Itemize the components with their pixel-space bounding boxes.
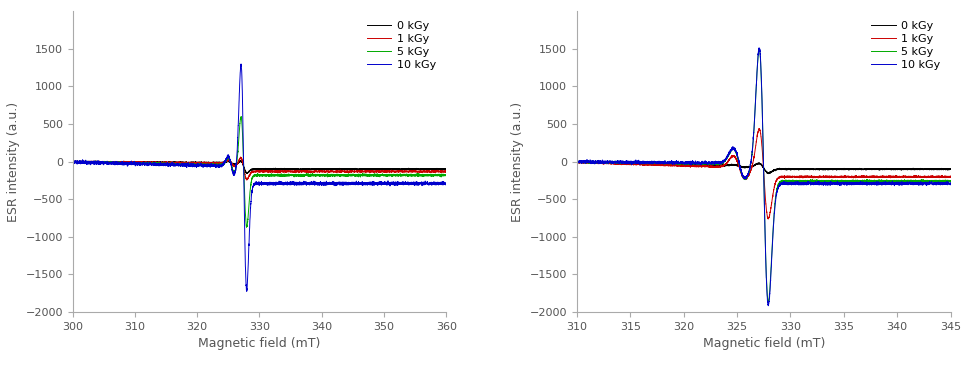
- 5 kGy: [235, 114, 247, 119]
- 5 kGy: [374, 173, 385, 177]
- 0 kGy: [571, 160, 583, 164]
- 10 kGy: [763, 303, 774, 308]
- 5 kGy: [291, 173, 303, 177]
- 10 kGy: [235, 62, 247, 67]
- 10 kGy: [67, 159, 78, 163]
- 10 kGy: [374, 181, 385, 186]
- 10 kGy: [571, 159, 583, 163]
- 5 kGy: [754, 46, 766, 51]
- 1 kGy: [814, 174, 826, 179]
- Line: 10 kGy: 10 kGy: [73, 64, 446, 291]
- 10 kGy: [945, 181, 956, 185]
- 1 kGy: [67, 160, 78, 165]
- 0 kGy: [374, 167, 385, 172]
- 1 kGy: [879, 174, 891, 179]
- Line: 1 kGy: 1 kGy: [577, 129, 951, 219]
- 1 kGy: [310, 169, 321, 173]
- Line: 0 kGy: 0 kGy: [73, 161, 446, 173]
- 10 kGy: [879, 181, 891, 186]
- 5 kGy: [714, 162, 726, 166]
- 10 kGy: [753, 45, 765, 50]
- 1 kGy: [753, 127, 765, 131]
- 1 kGy: [796, 174, 807, 179]
- 1 kGy: [241, 178, 253, 182]
- 0 kGy: [714, 163, 726, 168]
- 5 kGy: [310, 173, 321, 177]
- 5 kGy: [796, 179, 807, 183]
- 10 kGy: [639, 161, 650, 166]
- 0 kGy: [440, 167, 452, 171]
- 1 kGy: [571, 161, 583, 165]
- 1 kGy: [440, 170, 452, 174]
- Line: 5 kGy: 5 kGy: [577, 49, 951, 302]
- Line: 5 kGy: 5 kGy: [73, 117, 446, 227]
- 5 kGy: [135, 161, 146, 166]
- 10 kGy: [714, 159, 726, 164]
- Line: 1 kGy: 1 kGy: [73, 157, 446, 180]
- 10 kGy: [346, 181, 357, 186]
- 5 kGy: [209, 164, 221, 168]
- 0 kGy: [814, 167, 826, 171]
- 10 kGy: [796, 180, 807, 185]
- 5 kGy: [241, 225, 253, 229]
- 0 kGy: [945, 167, 956, 171]
- Legend: 0 kGy, 1 kGy, 5 kGy, 10 kGy: 0 kGy, 1 kGy, 5 kGy, 10 kGy: [362, 17, 440, 74]
- 5 kGy: [440, 173, 452, 177]
- 5 kGy: [814, 179, 826, 183]
- 1 kGy: [639, 162, 650, 167]
- 5 kGy: [346, 173, 357, 178]
- 10 kGy: [850, 181, 862, 186]
- 5 kGy: [850, 179, 862, 184]
- 1 kGy: [135, 160, 146, 164]
- 1 kGy: [374, 169, 385, 174]
- Line: 10 kGy: 10 kGy: [577, 48, 951, 306]
- X-axis label: Magnetic field (mT): Magnetic field (mT): [198, 337, 320, 350]
- 0 kGy: [67, 159, 78, 164]
- 1 kGy: [850, 176, 862, 180]
- 0 kGy: [639, 161, 650, 166]
- 10 kGy: [209, 162, 221, 167]
- 10 kGy: [291, 180, 303, 185]
- Line: 0 kGy: 0 kGy: [577, 162, 951, 174]
- 0 kGy: [135, 160, 146, 165]
- 10 kGy: [241, 289, 253, 294]
- 5 kGy: [571, 159, 583, 164]
- Legend: 0 kGy, 1 kGy, 5 kGy, 10 kGy: 0 kGy, 1 kGy, 5 kGy, 10 kGy: [867, 17, 945, 74]
- 0 kGy: [346, 167, 357, 171]
- 10 kGy: [135, 163, 146, 167]
- 5 kGy: [879, 179, 891, 183]
- Y-axis label: ESR intensity (a.u.): ESR intensity (a.u.): [511, 102, 525, 222]
- 5 kGy: [763, 300, 774, 304]
- 1 kGy: [714, 164, 726, 169]
- 0 kGy: [879, 167, 891, 172]
- 0 kGy: [763, 171, 774, 176]
- 0 kGy: [291, 167, 303, 172]
- 0 kGy: [580, 159, 591, 164]
- 1 kGy: [235, 155, 247, 159]
- 0 kGy: [209, 161, 221, 165]
- 1 kGy: [763, 217, 774, 221]
- 10 kGy: [440, 181, 452, 185]
- 1 kGy: [209, 161, 221, 165]
- 1 kGy: [346, 170, 357, 175]
- 5 kGy: [945, 179, 956, 183]
- 5 kGy: [639, 161, 650, 165]
- 1 kGy: [945, 175, 956, 179]
- 5 kGy: [67, 159, 78, 164]
- 10 kGy: [310, 180, 321, 185]
- 10 kGy: [814, 181, 826, 185]
- 0 kGy: [235, 158, 247, 163]
- 0 kGy: [850, 167, 862, 171]
- 0 kGy: [241, 171, 253, 176]
- Y-axis label: ESR intensity (a.u.): ESR intensity (a.u.): [7, 102, 19, 222]
- 0 kGy: [310, 167, 321, 171]
- 0 kGy: [796, 167, 807, 172]
- X-axis label: Magnetic field (mT): Magnetic field (mT): [703, 337, 825, 350]
- 1 kGy: [291, 169, 303, 174]
